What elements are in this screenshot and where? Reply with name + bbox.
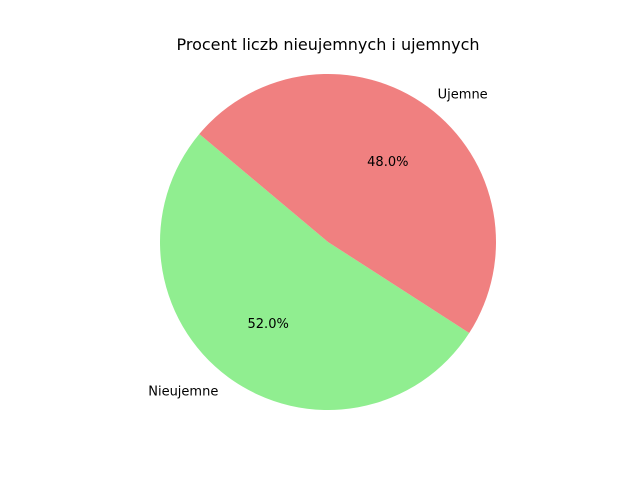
pie-slice-nieujemne — [160, 134, 470, 410]
pie-labels: 52.0% Nieujemne 48.0% Ujemne — [148, 87, 487, 399]
percent-label-nieujemne: 52.0% — [248, 317, 289, 332]
slice-label-nieujemne: Nieujemne — [148, 385, 218, 400]
slice-label-ujemne: Ujemne — [438, 87, 488, 102]
pie-slice-ujemne — [199, 73, 497, 334]
percent-label-ujemne: 48.0% — [367, 155, 408, 170]
chart-title: Procent liczb nieujemnych i ujemnych — [176, 35, 479, 54]
pie-slices — [160, 73, 497, 410]
